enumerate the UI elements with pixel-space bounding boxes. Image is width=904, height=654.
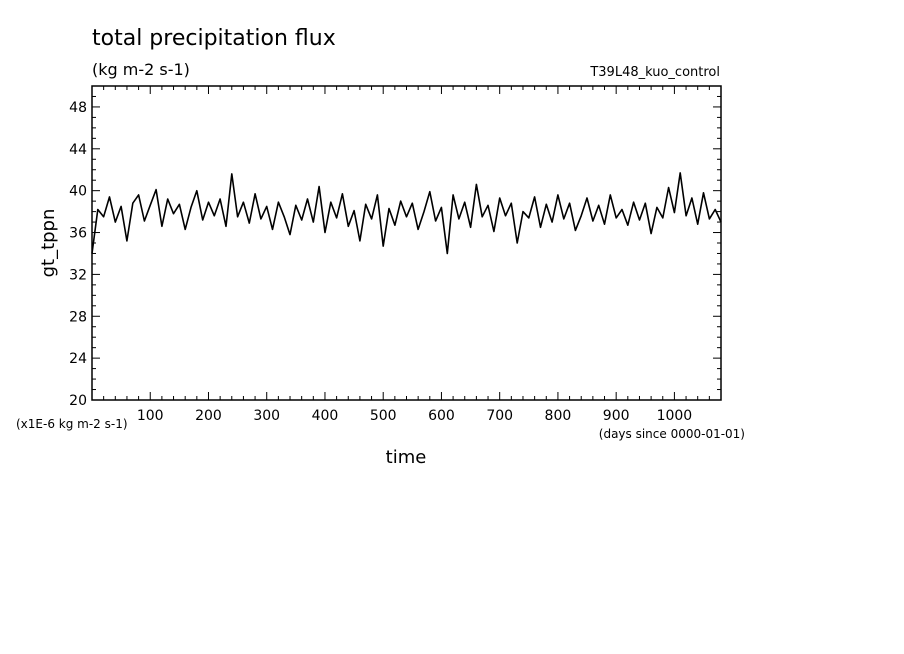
y-tick-label: 40 — [69, 184, 87, 200]
y-tick-label: 32 — [69, 267, 87, 283]
y-tick-label: 28 — [69, 309, 87, 325]
x-tick-label: 400 — [312, 408, 339, 424]
x-tick-label: 100 — [137, 408, 164, 424]
chart-units: (kg m-2 s-1) — [92, 60, 190, 79]
y-tick-label: 20 — [69, 393, 87, 409]
plot-frame — [91, 85, 722, 401]
x-tick-label: 600 — [428, 408, 455, 424]
x-tick-label: 700 — [486, 408, 513, 424]
y-tick-label: 44 — [69, 142, 87, 158]
series-line — [91, 172, 722, 255]
x-tick-label: 300 — [253, 408, 280, 424]
run-label: T39L48_kuo_control — [589, 65, 720, 80]
chart-title: total precipitation flux — [92, 26, 336, 51]
x-tick-label: 200 — [195, 408, 222, 424]
y-axis-label: gt_tppn — [38, 209, 59, 278]
y-axis: 20 24 28 32 36 40 44 48 — [69, 95, 721, 409]
x-tick-label: 900 — [603, 408, 630, 424]
x-tick-label: 800 — [545, 408, 572, 424]
x-unit-note: (days since 0000-01-01) — [599, 427, 745, 441]
y-tick-label: 24 — [69, 351, 87, 367]
y-tick-label: 48 — [69, 100, 87, 116]
y-tick-label: 36 — [69, 226, 87, 242]
x-axis-label: time — [386, 447, 427, 468]
x-tick-label: 1000 — [657, 408, 693, 424]
x-axis: 100 200 300 400 500 600 700 800 900 1000 — [103, 86, 710, 424]
x-tick-label: 500 — [370, 408, 397, 424]
y-scale-note: (x1E-6 kg m-2 s-1) — [16, 417, 128, 431]
